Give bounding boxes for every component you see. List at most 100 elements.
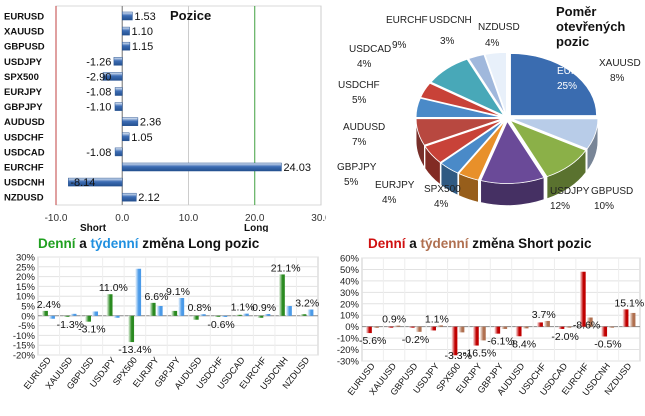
value-label: 2.12 [138,192,159,204]
daily-bar-nzdusd [300,314,307,316]
bar-audusd [122,117,139,126]
category-label: EURJPY [4,87,43,98]
daily-bar-xauusd [387,326,394,328]
weekly-bar-usdjpy [436,325,443,327]
tick-label: 15% [16,282,36,293]
pie-label-xauusd: XAUUSD [599,58,641,69]
pie-slice-spx500 [458,120,506,181]
data-label: 0.9% [382,314,406,326]
daily-bar-gbpusd [408,326,415,328]
pie-labels: EURUSD 25% XAUUSD 8% GBPUSD 10% USDJPY 12% SPX50… [337,15,641,212]
data-label: 11.0% [99,282,128,294]
data-label: -6.1% [487,336,514,348]
weekly-bar-gbpjpy [501,326,508,329]
data-label: 9.1% [166,286,190,298]
tick-label: -30% [337,357,360,368]
weekly-bar-usdjpy [113,315,120,318]
tick-label: 60% [340,254,360,265]
category-label: XAUUSD [4,27,44,38]
daily-bar-spx500 [128,315,135,343]
weekly-bar-xauusd [70,313,77,316]
pie-slice-usdcnh [468,54,506,115]
category-label: GBPJPY [4,102,43,113]
daily-bar-usdcnh [601,326,608,337]
tick-label: 0.0 [115,213,129,224]
pie-label-nzdusd: NZDUSD [478,22,520,33]
data-label: -13.4% [118,344,151,356]
tick-label: 20.0 [245,213,265,224]
pie-label-usdchf: USDCHF [338,80,380,91]
bar-nzdusd [122,192,137,202]
weekly-bar-gbpusd [415,326,422,332]
data-label: 2.4% [37,299,61,311]
value-label: -1.10 [86,102,111,114]
value-label: -2.90 [86,71,111,83]
value-label: -1.26 [86,56,111,68]
short-axis-note: Short [80,223,107,232]
pie-value-gbpjpy: 5% [344,177,359,188]
tick-label: -10.0 [45,213,68,224]
category-label: NZDUSD [4,193,44,204]
pie-value-xauusd: 8% [610,73,625,84]
data-label: 21.1% [271,262,301,274]
weekly-bar-spx500 [135,268,142,316]
tick-label: 0% [21,311,35,322]
long-change-title: Denní a týdenní změna Long pozic [38,236,260,251]
pie-slice-usdjpy [480,120,545,184]
data-label: 6.6% [144,291,168,303]
pie-slices [415,52,599,206]
tick-label: 5% [21,302,35,313]
weekly-bar-nzdusd [307,309,314,316]
pie-value-eurusd: 25% [557,81,577,92]
daily-bar-eurjpy [149,302,156,316]
value-label: 1.10 [132,26,153,38]
pie-value-spx500: 4% [434,199,449,210]
category-label: EURCHF [4,163,44,174]
data-label: 15.1% [614,297,644,309]
weekly-bar-usdcnh [608,326,615,328]
data-label: -1.3% [57,319,84,331]
tick-label: 30% [16,253,36,264]
daily-bar-audusd [515,326,522,337]
positions-categories: EURUSD XAUUSD GBPUSD USDJPY SPX500 EURJPY GBPJ… [4,12,45,204]
bar-spx500 [102,72,123,81]
positions-chart: EURUSD XAUUSD GBPUSD USDJPY SPX500 EURJPY GBPJ… [4,5,326,232]
pie-label-eurusd: EURUSD [557,66,599,77]
tick-label: -5% [18,321,35,332]
pie-value-eurchf: 9% [392,40,407,51]
pie-title-line: Poměr [556,4,596,19]
tick-label: -20% [13,351,36,362]
value-label: -1.08 [86,87,111,99]
category-label: USDCNH [4,178,45,189]
category-label: USDCHF [4,132,44,143]
positions-title: Pozice [170,8,211,23]
positions-grid [55,5,322,206]
weekly-bar-eurusd [372,326,379,328]
long-axis-note: Long [244,223,268,232]
daily-bar-usdcad [235,314,242,316]
pie-value-usdjpy: 12% [550,201,570,212]
pie-slice-eurusd [510,53,597,116]
tick-label: 30% [340,288,360,299]
pie-value-usdcnh: 3% [440,36,455,47]
weekly-bar-eurjpy [479,326,486,341]
pie-slice-gbpjpy [424,119,504,163]
category-label: SPX500 [4,72,39,83]
tick-label: 25% [16,262,36,273]
data-label: 3.2% [295,298,319,310]
daily-bar-gbpjpy [171,310,178,316]
pie-label-gbpjpy: GBPJPY [337,162,377,173]
weekly-bar-eurusd [48,315,55,319]
data-label: -3.3% [445,350,472,362]
weekly-bar-eurchf [264,314,271,316]
data-label: 1.1% [425,313,449,325]
daily-bar-usdjpy [106,294,113,316]
tick-label: -20% [337,345,360,356]
tick-label: 50% [340,265,360,276]
pie-label-spx500: SPX500 [424,184,461,195]
data-label: -0.2% [402,334,429,346]
positions-value-labels: 1.53 1.10 1.15 -1.26 -2.90 -1.08 -1.10 2.36 1.05… [70,11,311,204]
data-label: 0.8% [188,302,212,314]
pie-value-audusd: 7% [352,137,367,148]
daily-bar-gbpusd [84,315,91,322]
